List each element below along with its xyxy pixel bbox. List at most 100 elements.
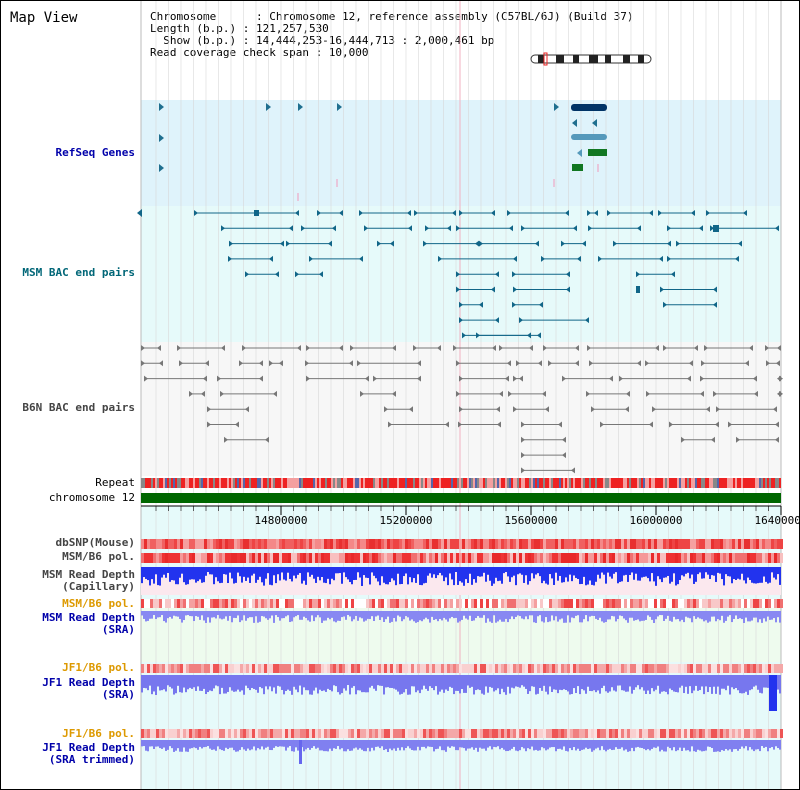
label-msm-depth-sra[interactable]: MSM Read Depth (SRA) bbox=[1, 612, 135, 636]
dbsnp-cell bbox=[300, 539, 303, 549]
jf1-trimmed-depth-bar bbox=[509, 740, 511, 751]
msm-pol-sra-cell bbox=[411, 599, 414, 608]
jf1-trimmed-depth-bar bbox=[743, 740, 745, 749]
jf1-trimmed-depth-bar bbox=[165, 740, 167, 751]
jf1-depth-bar bbox=[271, 675, 273, 692]
msm-pol-cell bbox=[423, 553, 426, 563]
dbsnp-cell bbox=[165, 539, 168, 549]
msm-pol-sra-cell bbox=[651, 599, 654, 608]
msm-pol-cell bbox=[558, 553, 561, 563]
msm-depth-sra-bar bbox=[229, 611, 231, 616]
msm-depth-sra-bar bbox=[339, 611, 341, 621]
msm-depth-sra-bar bbox=[317, 611, 319, 616]
b6n-bac-pair-end bbox=[205, 360, 209, 367]
jf1-pol-trimmed-cell bbox=[372, 729, 375, 738]
msm-bac-pair-end bbox=[582, 240, 586, 247]
jf1-pol-trimmed-cell bbox=[621, 729, 624, 738]
msm-pol-sra-cell bbox=[762, 599, 765, 608]
msm-depth-capillary-bar bbox=[451, 567, 453, 580]
repeat-segment bbox=[741, 478, 743, 488]
dbsnp-cell bbox=[663, 539, 666, 549]
jf1-pol-cell bbox=[726, 664, 729, 673]
jf1-pol-cell bbox=[501, 664, 504, 673]
repeat-segment bbox=[715, 478, 717, 488]
jf1-pol-trimmed-cell bbox=[357, 729, 360, 738]
jf1-pol-cell bbox=[504, 664, 507, 673]
map-view-title: Map View bbox=[10, 10, 78, 26]
jf1-pol-cell bbox=[756, 664, 759, 673]
msm-depth-sra-bar bbox=[245, 611, 247, 621]
repeat-segment bbox=[773, 478, 775, 488]
jf1-pol-trimmed-cell bbox=[189, 729, 192, 738]
b6n-bac-pair-end bbox=[706, 406, 710, 413]
jf1-depth-bar bbox=[611, 675, 613, 688]
msm-pol-cell bbox=[162, 553, 165, 563]
msm-pol-sra-cell bbox=[567, 599, 570, 608]
label-msm-bac[interactable]: MSM BAC end pairs bbox=[22, 266, 135, 279]
msm-depth-capillary-bar bbox=[671, 567, 673, 582]
dbsnp-cell bbox=[219, 539, 222, 549]
label-dbsnp[interactable]: dbSNP(Mouse) bbox=[55, 536, 135, 549]
repeat-segment bbox=[717, 478, 719, 488]
msm-depth-capillary-bar bbox=[531, 567, 533, 574]
msm-pol-sra-cell bbox=[180, 599, 183, 608]
dbsnp-cell bbox=[513, 539, 516, 549]
msm-pol-sra-cell bbox=[381, 599, 384, 608]
jf1-trimmed-depth-bar bbox=[405, 740, 407, 749]
jf1-pol-cell bbox=[162, 664, 165, 673]
label-jf1-pol[interactable]: JF1/B6 pol. bbox=[62, 661, 135, 674]
repeat-segment bbox=[675, 478, 677, 488]
jf1-trimmed-depth-bar bbox=[523, 740, 525, 749]
jf1-depth-bar bbox=[319, 675, 321, 690]
jf1-pol-trimmed-cell bbox=[714, 729, 717, 738]
msm-pol-sra-cell bbox=[357, 599, 360, 608]
msm-depth-sra-bar bbox=[543, 611, 545, 623]
msm-pol-cell bbox=[573, 553, 576, 563]
msm-depth-sra-bar bbox=[713, 611, 715, 617]
dbsnp-cell bbox=[780, 539, 783, 549]
dbsnp-cell bbox=[393, 539, 396, 549]
label-msm-pol[interactable]: MSM/B6 pol. bbox=[62, 550, 135, 563]
msm-depth-capillary-bar bbox=[273, 567, 275, 576]
label-b6n-bac[interactable]: B6N BAC end pairs bbox=[22, 401, 135, 414]
label-jf1-depth[interactable]: JF1 Read Depth (SRA) bbox=[1, 677, 135, 701]
jf1-depth-bar bbox=[275, 675, 277, 694]
label-jf1-depth-trimmed[interactable]: JF1 Read Depth (SRA trimmed) bbox=[1, 742, 135, 766]
msm-pol-cell bbox=[231, 553, 234, 563]
dbsnp-cell bbox=[723, 539, 726, 549]
label-jf1-pol-trimmed[interactable]: JF1/B6 pol. bbox=[62, 727, 135, 740]
msm-depth-capillary-bar bbox=[331, 567, 333, 579]
jf1-pol-trimmed-cell bbox=[486, 729, 489, 738]
jf1-depth-bar bbox=[693, 675, 695, 691]
jf1-pol-cell bbox=[714, 664, 717, 673]
info-chromosome: Chromosome : Chromosome 12, reference as… bbox=[150, 10, 634, 23]
jf1-pol-trimmed-cell bbox=[528, 729, 531, 738]
b6n-bac-pair-end bbox=[417, 360, 421, 367]
jf1-trimmed-depth-bar bbox=[227, 740, 229, 750]
msm-depth-capillary-bar bbox=[491, 567, 493, 586]
msm-depth-capillary-bar bbox=[659, 567, 661, 580]
msm-depth-sra-line1: MSM Read Depth bbox=[42, 611, 135, 624]
msm-depth-sra-bar bbox=[533, 611, 535, 623]
jf1-trimmed-depth-bar bbox=[175, 740, 177, 751]
msm-pol-cell bbox=[486, 553, 489, 563]
msm-pol-cell bbox=[468, 553, 471, 563]
jf1-trimmed-depth-bar bbox=[151, 740, 153, 747]
jf1-depth-bar bbox=[201, 675, 203, 691]
label-msm-pol-sra[interactable]: MSM/B6 pol. bbox=[62, 597, 135, 610]
label-msm-depth-capillary[interactable]: MSM Read Depth (Capillary) bbox=[1, 569, 135, 593]
msm-depth-capillary-bar bbox=[641, 567, 643, 578]
jf1-depth-bar bbox=[265, 675, 267, 687]
repeat-segment bbox=[595, 478, 597, 488]
msm-depth-capillary-bar bbox=[727, 567, 729, 577]
msm-depth-capillary-bar bbox=[201, 567, 203, 583]
jf1-trimmed-depth-bar bbox=[281, 740, 283, 747]
jf1-pol-cell bbox=[486, 664, 489, 673]
jf1-pol-cell bbox=[369, 664, 372, 673]
b6n-bac-pair-end bbox=[365, 375, 369, 382]
jf1-pol-cell bbox=[702, 664, 705, 673]
jf1-depth-bar bbox=[403, 675, 405, 693]
msm-depth-capillary-bar bbox=[231, 567, 233, 579]
b6n-bac-pair-end bbox=[392, 345, 396, 351]
label-refseq-genes[interactable]: RefSeq Genes bbox=[55, 146, 135, 159]
